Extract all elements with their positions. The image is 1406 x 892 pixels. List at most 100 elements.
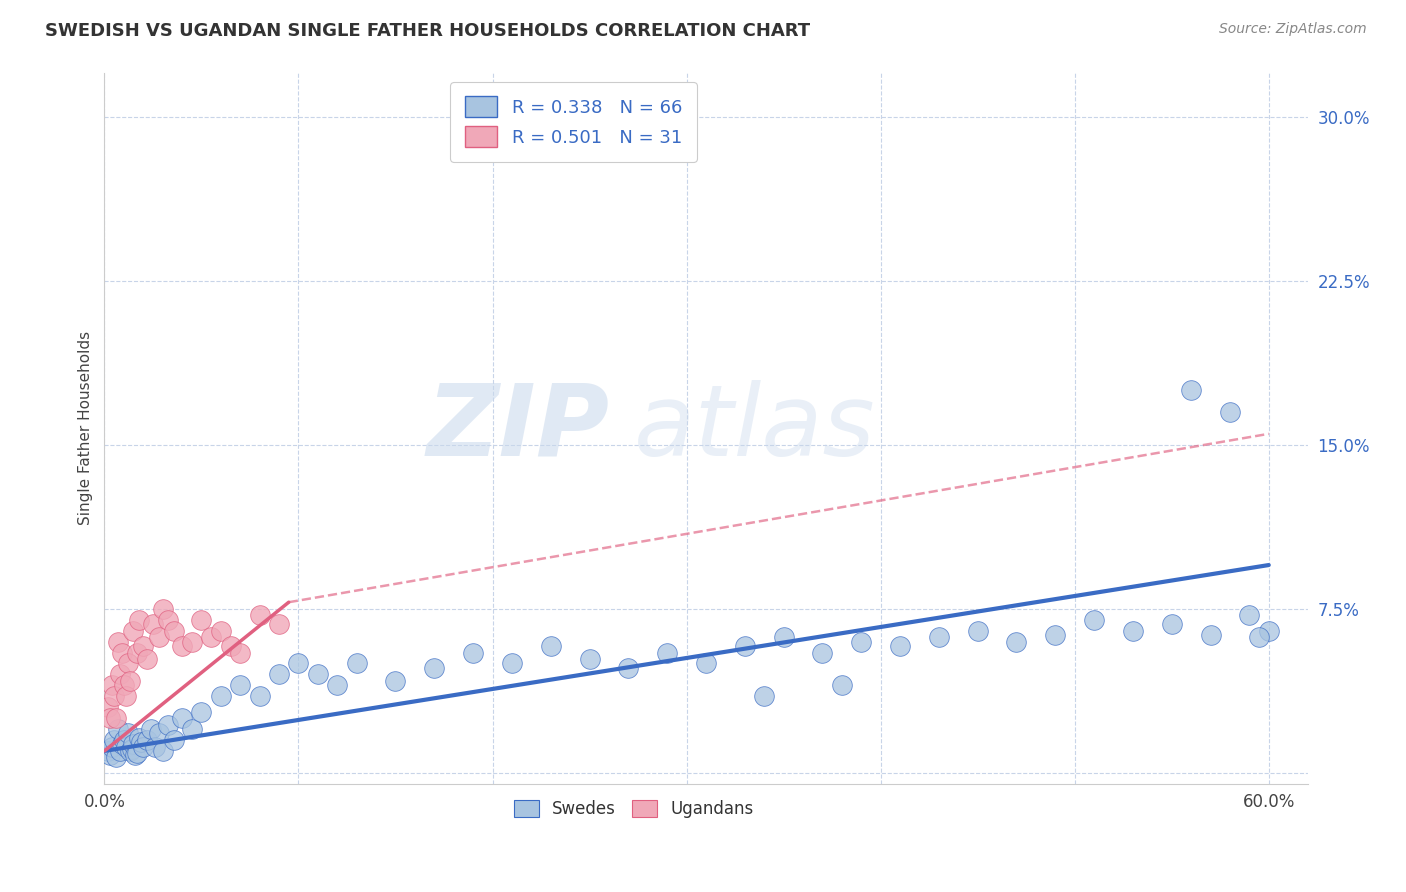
Point [578,652,600,666]
Text: SWEDISH VS UGANDAN SINGLE FATHER HOUSEHOLDS CORRELATION CHART: SWEDISH VS UGANDAN SINGLE FATHER HOUSEHO… [45,22,810,40]
Point [103,690,125,704]
Point [121,741,143,756]
Point [209,624,232,638]
Point [1005,634,1028,648]
Point [190,613,212,627]
Point [118,673,141,688]
Point [695,657,717,671]
Point [287,657,309,671]
Point [928,630,950,644]
Point [98,711,121,725]
Point [1247,630,1270,644]
Point [163,624,186,638]
Point [163,733,186,747]
Point [889,639,911,653]
Point [122,737,145,751]
Point [117,657,139,671]
Point [127,746,149,760]
Text: Source: ZipAtlas.com: Source: ZipAtlas.com [1219,22,1367,37]
Point [1045,628,1067,642]
Point [461,646,484,660]
Point [128,613,150,627]
Point [103,733,125,747]
Point [811,646,834,660]
Point [136,733,159,747]
Point [1180,383,1202,397]
Point [423,661,446,675]
Point [157,717,180,731]
Point [229,646,252,660]
Point [219,639,242,653]
Point [148,726,170,740]
Point [326,678,349,692]
Point [831,678,853,692]
Point [540,639,562,653]
Point [617,661,640,675]
Point [97,700,120,714]
Point [127,646,149,660]
Point [157,613,180,627]
Point [1257,624,1279,638]
Point [111,646,134,660]
Point [229,678,252,692]
Point [114,739,136,754]
Point [209,690,232,704]
Point [107,722,129,736]
Point [122,624,145,638]
Point [307,667,329,681]
Text: ZIP: ZIP [426,380,610,477]
Point [111,737,134,751]
Point [180,634,202,648]
Point [734,639,756,653]
Point [1160,617,1182,632]
Point [180,722,202,736]
Point [148,630,170,644]
Point [142,617,165,632]
Point [112,678,135,692]
Y-axis label: Single Father Households: Single Father Households [79,331,93,525]
Point [97,744,120,758]
Point [1122,624,1144,638]
Point [657,646,679,660]
Point [118,744,141,758]
Point [966,624,988,638]
Point [105,711,128,725]
Point [851,634,873,648]
Point [108,667,131,681]
Point [114,690,136,704]
Point [501,657,523,671]
Text: atlas: atlas [634,380,876,477]
Point [267,617,290,632]
Point [107,634,129,648]
Point [772,630,794,644]
Point [152,601,174,615]
Point [112,733,135,747]
Point [108,744,131,758]
Point [98,748,121,763]
Point [1199,628,1222,642]
Legend: Swedes, Ugandans: Swedes, Ugandans [508,794,761,825]
Point [190,705,212,719]
Point [139,722,162,736]
Point [136,652,159,666]
Point [346,657,368,671]
Point [128,731,150,745]
Point [384,673,406,688]
Point [267,667,290,681]
Point [124,748,146,763]
Point [170,639,193,653]
Point [754,690,776,704]
Point [143,739,166,754]
Point [249,608,271,623]
Point [1083,613,1105,627]
Point [249,690,271,704]
Point [101,739,124,754]
Point [1219,405,1241,419]
Point [105,750,128,764]
Point [152,744,174,758]
Point [132,639,155,653]
Point [1239,608,1261,623]
Point [132,739,155,754]
Point [170,711,193,725]
Point [101,678,124,692]
